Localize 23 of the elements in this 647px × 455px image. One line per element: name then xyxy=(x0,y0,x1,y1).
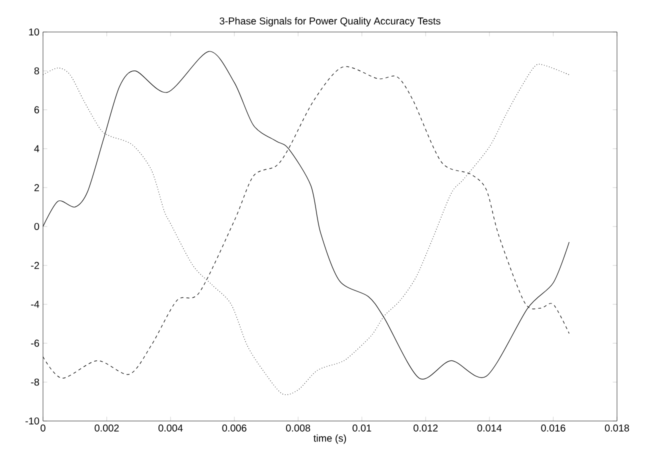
y-tick-label: -6 xyxy=(31,340,40,347)
y-tick-label: 2 xyxy=(34,184,39,192)
y-tick-label: 4 xyxy=(34,145,40,152)
x-tick-label: 0.012 xyxy=(414,424,438,432)
y-tick-label: -10 xyxy=(26,417,40,425)
x-tick-label: 0.004 xyxy=(158,424,183,432)
x-tick-label: 0.01 xyxy=(352,424,372,432)
y-tick-label: 8 xyxy=(34,67,40,74)
x-tick-label: 0.014 xyxy=(477,424,502,432)
x-tick-label: 0.016 xyxy=(541,424,566,432)
x-tick-label: 0.002 xyxy=(94,424,119,432)
y-tick-label: 0 xyxy=(34,222,40,230)
x-tick-label: 0.006 xyxy=(222,424,246,432)
x-tick-label: 0 xyxy=(40,424,46,432)
y-tick-label: 6 xyxy=(34,106,40,114)
y-tick-label: -2 xyxy=(31,262,39,269)
chart-title: 3-Phase Signals for Power Quality Accuracy Tests xyxy=(220,17,440,26)
x-axis-title: time (s) xyxy=(314,434,346,444)
y-tick-label: -8 xyxy=(31,378,40,386)
x-tick-label: 0.008 xyxy=(286,424,310,432)
y-tick-label: -4 xyxy=(31,300,40,308)
x-tick-label: 0.018 xyxy=(604,424,630,432)
y-tick-label: 10 xyxy=(29,28,40,36)
